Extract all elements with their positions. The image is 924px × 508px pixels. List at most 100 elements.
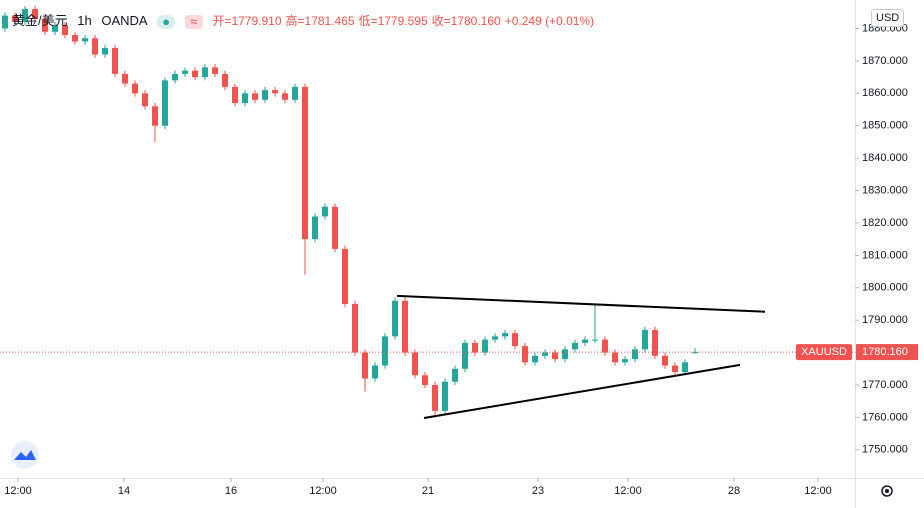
candle-body [122,73,128,84]
settings-icon[interactable] [881,485,893,497]
candle-body [272,90,278,94]
candle-body [552,352,558,360]
candle-body [152,106,158,126]
candle-body [672,365,678,373]
candle-body [62,25,68,35]
candle-body [352,303,358,353]
candle-body [462,342,468,369]
x-tick-label: 12:00 [804,485,832,497]
y-tick-label: 1850.000 [862,120,908,132]
candle-body [432,384,438,411]
status-icon: ≈ [184,14,203,29]
symbol-badge [796,344,852,361]
interval: 1h [77,13,92,28]
candle-body [252,93,258,100]
x-tick-label: 12:00 [614,485,642,497]
currency-button[interactable]: USD [871,9,905,27]
y-tick-label: 1750.000 [862,444,908,456]
candle-body [202,67,208,78]
symbol-label: XAUUSD [801,346,847,358]
candle-body [242,93,248,104]
price-badge [856,344,918,361]
candle-body [222,73,228,87]
candle-body [72,34,78,42]
candle-body [82,38,88,42]
candle-body [522,346,528,363]
candle-body [442,381,448,411]
candle-body [262,90,268,100]
candle-body [692,352,698,354]
x-tick-label: 12:00 [309,485,337,497]
candle-body [482,339,488,353]
x-tick-label: 23 [532,485,544,497]
candle-body [92,38,98,55]
candle-body [32,9,38,19]
candle-body [342,248,348,304]
trend-line [423,363,741,420]
candle-body [422,375,428,385]
symbol-title: 黄金/美元 [12,13,68,28]
candle-body [312,216,318,240]
trend-line [396,294,766,313]
candle-body [162,80,168,126]
candle-body [182,70,188,74]
candle-body [42,18,48,32]
candle-body [662,355,668,366]
candle-body [582,339,588,343]
candle-body [452,368,458,382]
candle-body [282,93,288,100]
header: 黄金/美元 1h OANDA ● ≈ 开=1779.910 高=1781.465 低… [12,10,604,29]
candle-body [652,329,658,356]
y-tick-label: 1830.000 [862,184,908,196]
candle-body [52,25,58,32]
y-tick-label: 1820.000 [862,217,908,229]
y-tick-label: 1870.000 [862,55,908,67]
candle-body [562,349,568,360]
candle-body [332,206,338,249]
candle-body [292,86,298,100]
candle-body [402,300,408,353]
candle-body [132,83,138,94]
ohlc-item: 开=1779.910 [212,14,282,28]
ohlc-item: 低=1779.595 [358,14,428,28]
candle-body [612,352,618,363]
y-tick-label: 1840.000 [862,152,908,164]
candle-body [392,300,398,337]
y-tick-label: 1860.000 [862,87,908,99]
candle-body [602,339,608,353]
y-tick-label: 1810.000 [862,249,908,261]
ohlc-item: +0.249 (+0.01%) [504,14,595,28]
y-tick-label: 1770.000 [862,379,908,391]
y-tick-label: 1800.000 [862,282,908,294]
candle-body [682,362,688,373]
candle-body [632,349,638,360]
candle-body [642,329,648,350]
candle-body [172,73,178,81]
candle-body [622,359,628,363]
y-tick-label: 1760.000 [862,411,908,423]
candle-body [2,15,8,29]
candle-body [142,93,148,107]
candle-body [102,47,108,55]
candle-body [572,342,578,350]
candle-body [212,67,218,74]
ohlc-values: 开=1779.910 高=1781.465 低=1779.595 收=1780.160… [212,13,598,28]
candle-body [372,365,378,379]
candle-body [412,352,418,376]
x-tick-label: 28 [728,485,740,497]
ohlc-item: 高=1781.465 [285,14,355,28]
x-tick-label: 12:00 [4,485,32,497]
candle-body [532,355,538,363]
status-icon: ● [157,14,176,29]
candle-body [362,352,368,379]
candle-body [542,352,548,356]
x-tick-label: 14 [118,485,130,497]
logo [11,441,39,469]
candle-body [382,336,388,366]
x-tick-label: 21 [422,485,434,497]
candle-body [112,47,118,74]
candle-body [12,15,18,23]
candle-body [22,9,28,23]
